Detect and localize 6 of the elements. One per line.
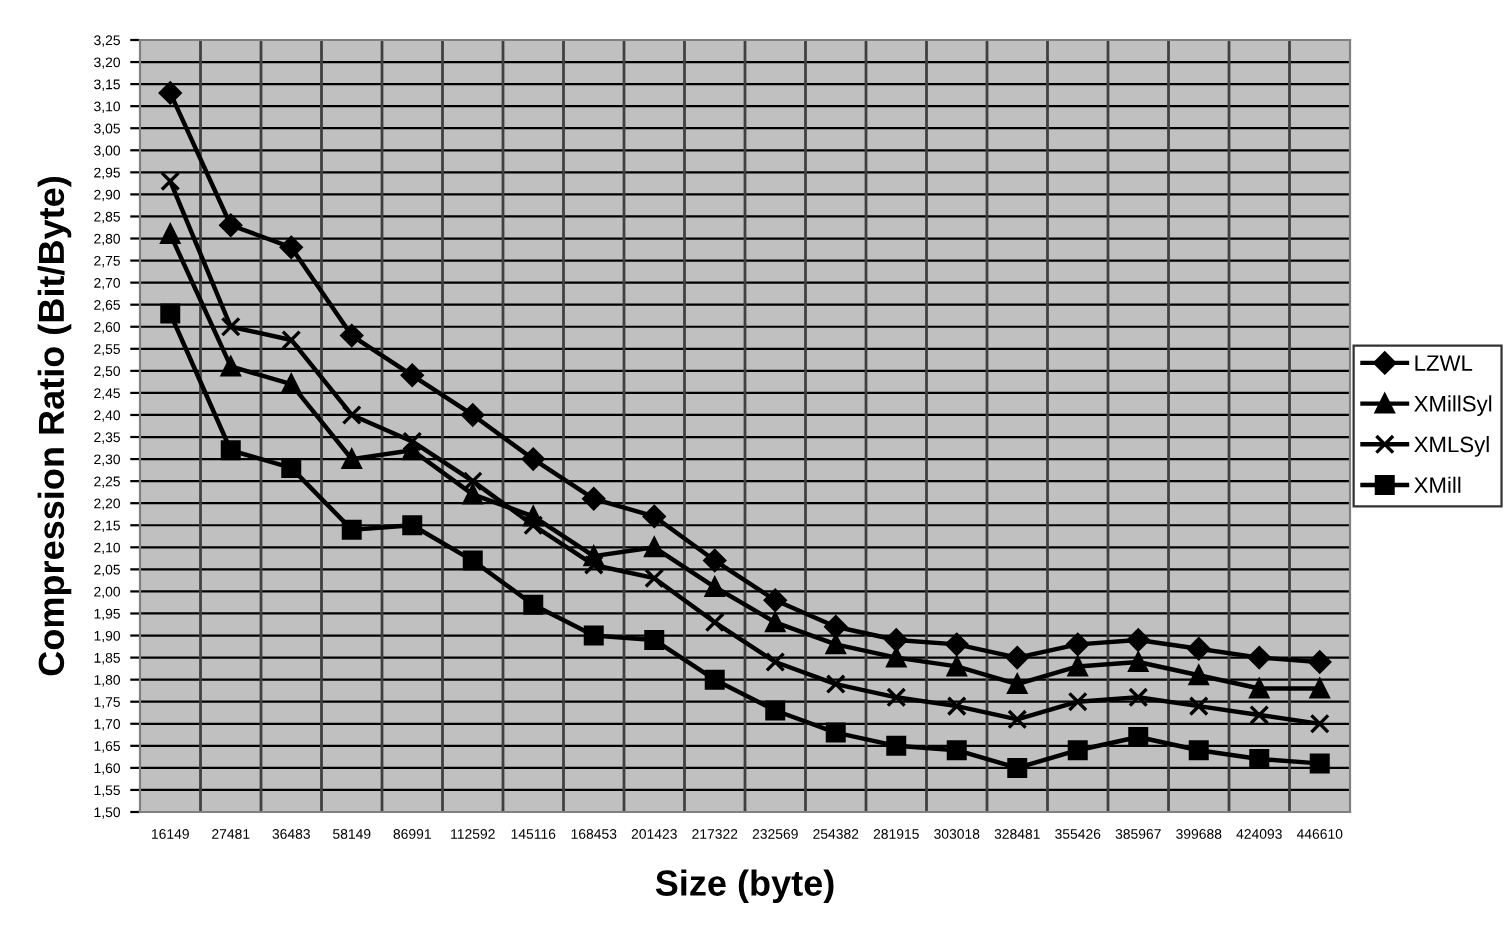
legend-label: XMill — [1414, 476, 1461, 493]
y-axis-title: Compression Ratio (Bit/Byte) — [37, 176, 72, 676]
legend-label: XMillSyl — [1414, 395, 1492, 416]
legend-label: LZWL — [1415, 355, 1473, 371]
x-axis-title: Size (byte) — [655, 869, 834, 904]
legend-label: XMLSyl — [1414, 436, 1489, 457]
